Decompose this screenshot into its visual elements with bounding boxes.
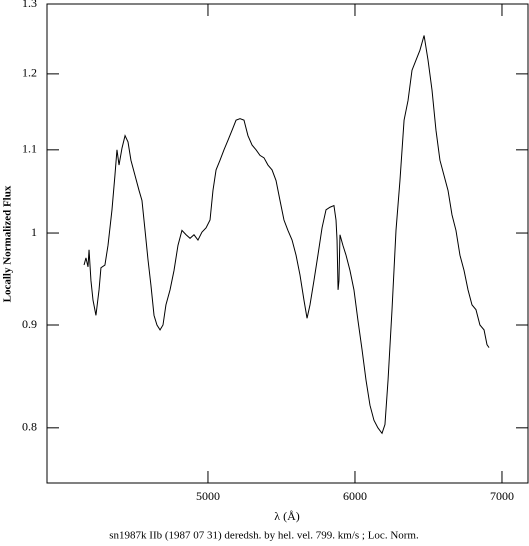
x-axis-label: λ (Å) xyxy=(274,509,299,523)
y-tick-label: 1.1 xyxy=(22,142,37,156)
y-tick-label: 0.8 xyxy=(22,420,37,434)
x-tick-label: 6000 xyxy=(343,489,367,503)
spectrum-line xyxy=(83,35,490,435)
y-axis-label: Locally Normalized Flux xyxy=(2,185,14,302)
y-tick-label: 1.3 xyxy=(22,0,37,10)
x-tick-label: 7000 xyxy=(490,489,514,503)
chart-title: sn1987k IIb (1987 07 31) deredsh. by hel… xyxy=(109,530,419,542)
y-tick-label: 1 xyxy=(31,225,37,239)
plot-frame xyxy=(46,3,529,484)
y-tick-label: 1.2 xyxy=(22,66,37,80)
x-tick-label: 5000 xyxy=(196,489,220,503)
y-tick-label: 0.9 xyxy=(22,317,37,331)
